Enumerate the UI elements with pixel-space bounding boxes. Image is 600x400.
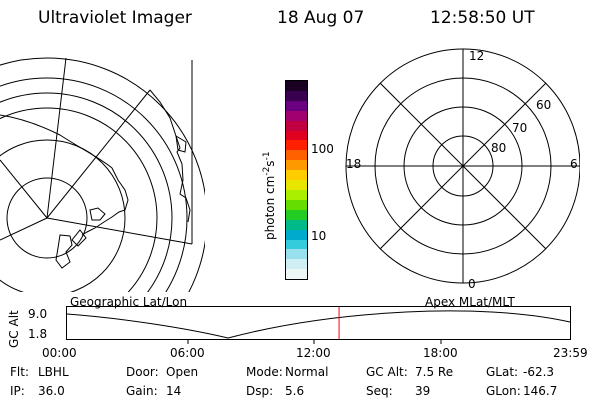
status-key: IP:	[10, 384, 25, 398]
color-scale-bar	[285, 80, 308, 280]
status-key: Dsp:	[246, 384, 274, 398]
latitude-circle	[0, 92, 173, 292]
status-value: 146.7	[523, 384, 558, 398]
status-value: -62.3	[523, 365, 555, 379]
altitude-curve	[66, 310, 571, 339]
status-value: Normal	[285, 365, 329, 379]
status-value: 7.5 Re	[415, 365, 454, 379]
longitude-line	[46, 57, 67, 219]
longitude-line	[0, 159, 48, 219]
polar-mlat-mlt-plot: 12 18 6 0 60 70 80	[345, 48, 580, 291]
colorbar-unit-label: photon cm-2s-1	[262, 151, 277, 240]
time-tick-0600: 06:00	[170, 346, 205, 360]
timeline-axis-label: GC Alt	[7, 310, 21, 348]
status-key: GLon:	[486, 384, 521, 398]
status-value: 14	[166, 384, 182, 398]
status-key: Seq:	[366, 384, 393, 398]
status-value: 39	[415, 384, 431, 398]
coastline	[0, 114, 129, 236]
date-label: 18 Aug 07	[277, 8, 365, 28]
color-swatch	[286, 130, 307, 141]
timeline-ytick-bottom: 1.8	[28, 327, 48, 341]
status-value: 36.0	[38, 384, 65, 398]
time-label: 12:58:50 UT	[430, 8, 535, 28]
color-swatch	[286, 189, 307, 200]
color-swatch	[286, 150, 307, 161]
lat-label-70: 70	[512, 121, 527, 135]
longitude-line	[46, 217, 193, 245]
colorbar-tick-100: 100	[311, 142, 334, 156]
latitude-circle	[0, 139, 126, 292]
colorbar-tick-10: 10	[311, 229, 327, 243]
color-swatch	[286, 199, 307, 210]
color-swatch	[286, 239, 307, 250]
color-swatch	[286, 170, 307, 181]
coastline	[71, 229, 87, 247]
status-key: Flt:	[10, 365, 29, 379]
status-value: 5.6	[285, 384, 305, 398]
color-swatch	[286, 249, 307, 260]
color-swatch	[286, 110, 307, 121]
mlt-label-bottom: 0	[468, 277, 476, 291]
timeline-frame	[66, 306, 571, 340]
unit-text-seconds: s	[263, 160, 277, 167]
mlt-label-right: 6	[570, 157, 578, 171]
latitude-circle	[0, 77, 188, 292]
status-key: Gain:	[126, 384, 158, 398]
color-swatch	[286, 209, 307, 220]
color-swatch	[286, 160, 307, 171]
color-swatch	[286, 90, 307, 101]
status-value: LBHL	[38, 365, 69, 379]
status-value: Open	[166, 365, 199, 379]
unit-text: photon cm	[263, 175, 277, 240]
time-tick-1200: 12:00	[296, 346, 331, 360]
coastline	[175, 135, 187, 153]
lat-label-80: 80	[491, 141, 506, 155]
color-swatch	[286, 180, 307, 190]
unit-exponent: -1	[262, 151, 272, 161]
time-tick-1800: 18:00	[423, 346, 458, 360]
instrument-title: Ultraviolet Imager	[38, 8, 192, 28]
coastline	[89, 207, 106, 221]
status-key: GLat:	[486, 365, 519, 379]
color-swatch	[286, 269, 307, 280]
status-key: Door:	[126, 365, 159, 379]
mlt-label-left: 18	[346, 157, 361, 171]
apex-label: Apex MLat/MLT	[425, 295, 515, 309]
time-tick-0000: 00:00	[42, 346, 77, 360]
latitude-circle	[0, 57, 205, 292]
mlt-diagonal	[379, 82, 547, 250]
timeline-ytick-top: 9.0	[28, 307, 48, 321]
color-swatch	[286, 259, 307, 270]
geographic-map	[0, 57, 205, 292]
longitude-line	[46, 89, 151, 219]
altitude-timeline	[66, 306, 571, 344]
color-swatch	[286, 81, 307, 91]
coastline	[149, 89, 191, 223]
latitude-circle	[6, 177, 88, 259]
time-tick-2359: 23:59	[553, 346, 588, 360]
latitude-circle	[0, 107, 158, 292]
coastline	[55, 234, 73, 269]
color-swatch	[286, 140, 307, 151]
lat-label-60: 60	[536, 98, 551, 112]
color-swatch	[286, 219, 307, 230]
color-swatch	[286, 120, 307, 131]
geographic-label: Geographic Lat/Lon	[70, 295, 188, 309]
status-key: GC Alt:	[366, 365, 408, 379]
mlt-label-top: 12	[469, 49, 484, 63]
status-key: Mode:	[246, 365, 283, 379]
color-swatch	[286, 229, 307, 240]
longitude-line	[0, 217, 48, 241]
color-swatch	[286, 100, 307, 111]
unit-exponent: -2	[262, 166, 272, 176]
